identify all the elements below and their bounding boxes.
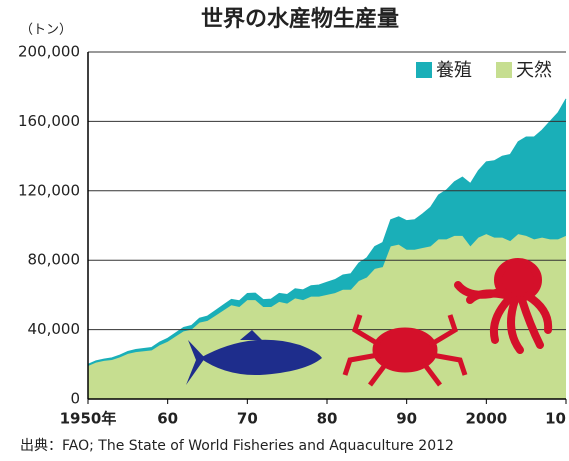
legend-label: 天然 xyxy=(516,60,552,81)
area-edge xyxy=(87,98,567,365)
y-tick-label: 0 xyxy=(70,390,80,408)
x-tick-label: 1950年 xyxy=(60,410,117,428)
area-fill xyxy=(88,98,566,367)
x-tick-label: 80 xyxy=(317,410,338,428)
x-tick-label: 90 xyxy=(396,410,417,428)
y-tick-label: 120,000 xyxy=(18,181,80,199)
x-tick-label: 60 xyxy=(157,410,178,428)
x-tick-label: 10 xyxy=(545,410,566,428)
y-tick-label: 40,000 xyxy=(28,320,81,338)
legend-swatch xyxy=(416,62,432,78)
y-tick-label: 200,000 xyxy=(18,43,80,61)
icons xyxy=(186,258,553,387)
chart-title: 世界の水産物生産量 xyxy=(201,6,399,32)
y-tick-label: 80,000 xyxy=(28,251,81,269)
y-tick-label: 160,000 xyxy=(18,112,80,130)
legend-swatch xyxy=(496,62,512,78)
source: 出典：FAO; The State of World Fisheries and… xyxy=(20,438,454,454)
x-tick-label: 70 xyxy=(237,410,258,428)
x-tick-label: 2000 xyxy=(465,410,507,428)
octopus xyxy=(454,258,553,354)
crab xyxy=(342,314,468,387)
y-axis-label: （トン） xyxy=(20,23,72,38)
tuna xyxy=(186,330,322,385)
legend-label: 養殖 xyxy=(436,59,472,81)
